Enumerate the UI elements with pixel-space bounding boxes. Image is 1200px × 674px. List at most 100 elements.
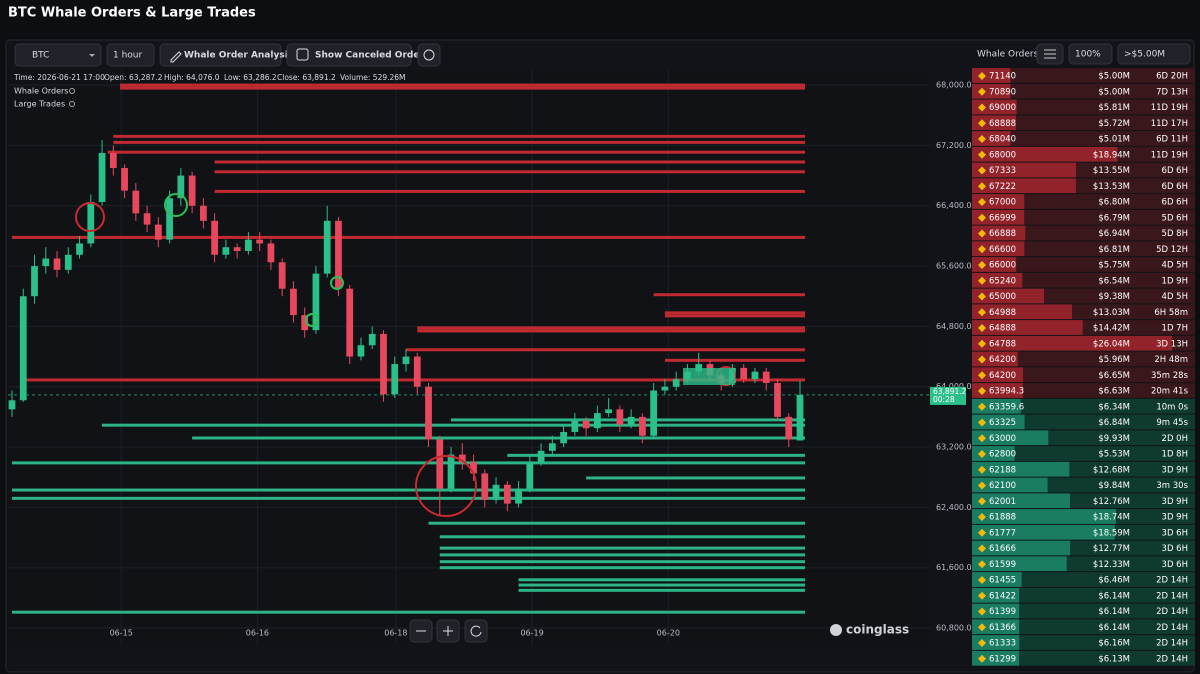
candle-body bbox=[593, 413, 601, 429]
amount-bar bbox=[972, 162, 1077, 178]
exchange-icon bbox=[978, 87, 986, 96]
book-age: 2D 14H bbox=[1156, 654, 1188, 664]
book-amount: $6.80M bbox=[1098, 198, 1130, 208]
book-age: 1D 8H bbox=[1162, 450, 1188, 460]
book-age: 3D 6H bbox=[1162, 544, 1188, 554]
size-select[interactable] bbox=[1117, 43, 1191, 65]
book-price: 63359.6 bbox=[989, 402, 1024, 412]
trade-bubble bbox=[164, 193, 188, 217]
whale-order-line bbox=[12, 461, 805, 465]
book-row bbox=[972, 115, 1195, 131]
whale-order-line bbox=[439, 535, 805, 539]
candle-body bbox=[492, 484, 500, 500]
book-age: 2D 14H bbox=[1156, 576, 1188, 586]
whale-order-line bbox=[113, 134, 806, 138]
candle-body bbox=[672, 379, 680, 387]
book-price: 66000 bbox=[989, 261, 1016, 271]
exchange-icon bbox=[978, 229, 986, 238]
countdown: 00:28 bbox=[933, 395, 955, 404]
book-age: 4D 5H bbox=[1162, 261, 1188, 271]
exchange-icon bbox=[978, 465, 986, 474]
chart-area bbox=[8, 70, 930, 645]
ohlc-info: Volume: 529.26M bbox=[340, 73, 406, 82]
candle-body bbox=[458, 454, 466, 463]
whale-order-line bbox=[120, 83, 805, 87]
book-price: 65000 bbox=[989, 292, 1016, 302]
ohlc-info: Close: 63,891.2 bbox=[277, 73, 336, 82]
book-price: 63325 bbox=[989, 418, 1016, 428]
candle-body bbox=[267, 243, 275, 263]
trade-bubble bbox=[415, 455, 477, 517]
exchange-icon bbox=[978, 308, 986, 317]
y-tick-label: 64,000.0 bbox=[936, 382, 972, 391]
candle-body bbox=[132, 190, 140, 214]
book-price: 61333 bbox=[989, 639, 1016, 649]
amount-bar bbox=[972, 304, 1073, 320]
amount-bar bbox=[972, 430, 1049, 446]
exchange-icon bbox=[978, 623, 986, 632]
book-amount: $5.72M bbox=[1098, 119, 1130, 129]
interval-select[interactable] bbox=[106, 43, 155, 67]
whale-order-line bbox=[12, 235, 805, 239]
y-tick-label: 63,200.0 bbox=[936, 443, 972, 452]
candle-body bbox=[256, 239, 264, 244]
book-amount: $14.42M bbox=[1093, 324, 1130, 334]
whale-order-line bbox=[417, 329, 805, 333]
canceled-toggle[interactable] bbox=[286, 43, 412, 67]
trade-bubble bbox=[75, 202, 105, 232]
book-age: 3D 9H bbox=[1162, 513, 1188, 523]
book-age: 3D 9H bbox=[1162, 497, 1188, 507]
book-price: 64200 bbox=[989, 371, 1016, 381]
exchange-icon bbox=[978, 103, 986, 112]
whale-order-line bbox=[586, 476, 805, 480]
book-price: 68888 bbox=[989, 119, 1016, 129]
analysis-button[interactable] bbox=[159, 43, 282, 67]
reset[interactable] bbox=[464, 619, 488, 643]
candle-body bbox=[31, 266, 38, 297]
candle-body bbox=[290, 288, 297, 316]
amount-bar bbox=[972, 650, 1020, 666]
book-age: 11D 19H bbox=[1151, 103, 1188, 113]
candle-body bbox=[346, 288, 354, 357]
book-amount: $5.53M bbox=[1098, 450, 1130, 460]
book-price: 62100 bbox=[989, 481, 1016, 491]
book-age: 4D 5H bbox=[1162, 292, 1188, 302]
candle-body bbox=[515, 488, 522, 504]
symbol-select[interactable] bbox=[14, 43, 102, 67]
candle-body bbox=[526, 462, 534, 489]
checkbox[interactable] bbox=[296, 48, 309, 61]
book-amount: $5.96M bbox=[1098, 355, 1130, 365]
candle-body bbox=[661, 386, 669, 391]
book-age: 7D 13H bbox=[1156, 87, 1188, 97]
ohlc-info: Low: 63,286.2 bbox=[224, 73, 277, 82]
candle-body bbox=[357, 345, 365, 357]
candle-body bbox=[639, 416, 646, 436]
book-price: 66999 bbox=[989, 213, 1016, 223]
book-row bbox=[972, 650, 1195, 666]
candle-body bbox=[751, 371, 759, 380]
amount-bar bbox=[972, 524, 1115, 540]
book-price: 64200 bbox=[989, 355, 1016, 365]
watermark: coinglass bbox=[846, 623, 909, 637]
trade-bubble bbox=[330, 276, 344, 290]
candle-body bbox=[143, 213, 151, 225]
book-row bbox=[972, 603, 1195, 619]
whale-order-line bbox=[214, 160, 806, 164]
zoom-select[interactable] bbox=[1068, 43, 1113, 65]
book-price: 62001 bbox=[989, 497, 1016, 507]
book-amount: $12.68M bbox=[1093, 465, 1130, 475]
palette-button[interactable] bbox=[417, 43, 441, 67]
eye-icon bbox=[69, 101, 75, 107]
candle-body bbox=[98, 152, 106, 202]
book-price: 68000 bbox=[989, 150, 1016, 160]
ohlc-info: High: 64,076.0 bbox=[164, 73, 220, 82]
amount-bar bbox=[972, 587, 1020, 603]
candle-body bbox=[436, 439, 444, 489]
y-tick-label: 64,800.0 bbox=[936, 322, 972, 331]
book-row bbox=[972, 383, 1195, 398]
book-row bbox=[972, 272, 1195, 288]
book-amount: $5.81M bbox=[1098, 103, 1130, 113]
book-price: 61888 bbox=[989, 513, 1016, 523]
ohlc-info: Open: 63,287.2 bbox=[104, 73, 163, 82]
